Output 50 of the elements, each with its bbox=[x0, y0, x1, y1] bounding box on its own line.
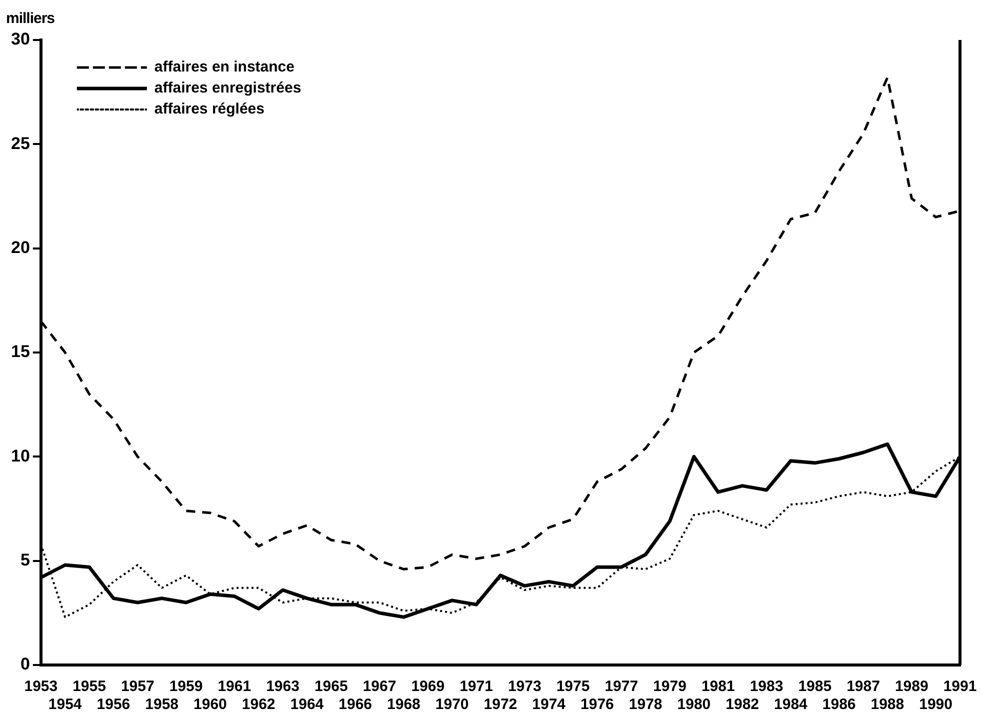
x-tick-label: 1976 bbox=[580, 696, 614, 714]
x-tick-label: 1983 bbox=[750, 678, 784, 696]
x-tick-label: 1961 bbox=[218, 678, 252, 696]
x-tick-label: 1978 bbox=[628, 696, 662, 714]
legend-label: affaires en instance bbox=[154, 58, 294, 76]
x-tick-label: 1982 bbox=[726, 696, 760, 714]
x-tick-label: 1972 bbox=[484, 696, 518, 714]
x-tick-label: 1955 bbox=[72, 678, 106, 696]
x-tick-label: 1990 bbox=[919, 696, 952, 714]
x-tick-label: 1985 bbox=[798, 678, 832, 696]
y-tick-label: 15 bbox=[10, 342, 30, 362]
y-tick-label: 10 bbox=[10, 446, 30, 466]
x-tick-label: 1980 bbox=[677, 696, 711, 714]
x-tick-label: 1957 bbox=[120, 678, 154, 696]
x-tick-label: 1970 bbox=[435, 696, 469, 714]
x-tick-label: 1968 bbox=[387, 696, 420, 714]
x-tick-label: 1971 bbox=[460, 678, 493, 696]
x-tick-label: 1965 bbox=[314, 678, 348, 696]
x-tick-label: 1991 bbox=[943, 678, 977, 696]
x-tick-label: 1964 bbox=[290, 696, 324, 714]
y-tick-label: 20 bbox=[10, 238, 30, 258]
x-tick-label: 1960 bbox=[194, 696, 227, 714]
legend-label: affaires enregistrées bbox=[154, 80, 302, 97]
x-tick-label: 1973 bbox=[508, 678, 542, 696]
y-tick-label: 5 bbox=[20, 550, 30, 570]
y-tick-label: 25 bbox=[10, 134, 30, 153]
x-tick-label: 1959 bbox=[169, 678, 203, 696]
x-tick-label: 1988 bbox=[870, 696, 904, 714]
x-tick-label: 1962 bbox=[242, 696, 276, 714]
x-tick-label: 1975 bbox=[556, 678, 590, 696]
x-tick-label: 1958 bbox=[145, 696, 179, 714]
x-tick-label: 1967 bbox=[362, 678, 396, 696]
x-tick-label: 1977 bbox=[604, 678, 638, 696]
x-tick-label: 1963 bbox=[266, 678, 300, 696]
x-tick-label: 1984 bbox=[774, 696, 808, 714]
legend-label: affaires réglées bbox=[154, 100, 264, 118]
y-axis-title: milliers bbox=[6, 10, 55, 27]
x-tick-label: 1986 bbox=[822, 696, 856, 714]
x-tick-label: 1953 bbox=[24, 678, 58, 696]
x-tick-label: 1979 bbox=[653, 678, 686, 696]
y-tick-label: 0 bbox=[20, 654, 30, 674]
x-tick-label: 1981 bbox=[701, 678, 735, 696]
y-tick-label: 30 bbox=[10, 30, 30, 49]
x-tick-label: 1987 bbox=[846, 678, 880, 696]
x-tick-label: 1989 bbox=[894, 678, 928, 696]
x-tick-label: 1974 bbox=[532, 696, 566, 714]
x-tick-label: 1956 bbox=[96, 696, 130, 714]
x-tick-label: 1969 bbox=[411, 678, 445, 696]
x-tick-label: 1966 bbox=[338, 696, 372, 714]
x-tick-label: 1954 bbox=[48, 696, 82, 714]
